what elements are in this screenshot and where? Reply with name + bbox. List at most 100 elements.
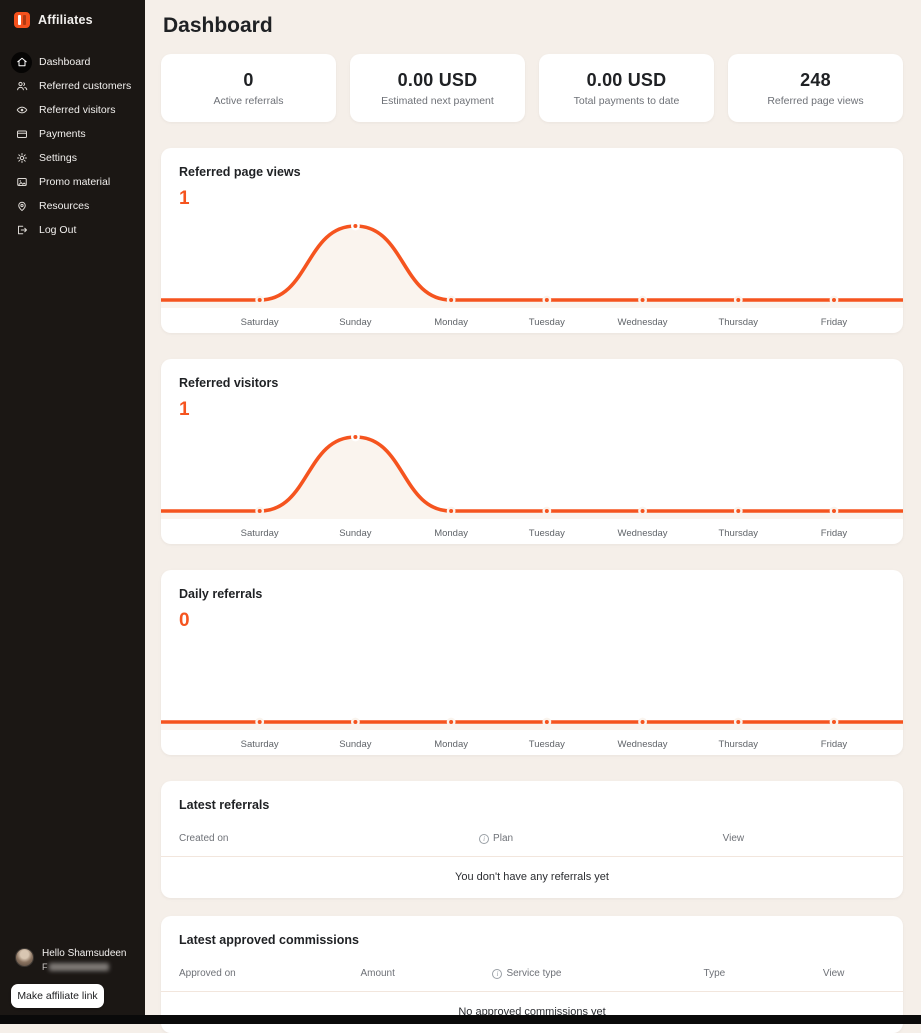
sidebar-item-promo-material[interactable]: Promo material bbox=[0, 170, 145, 194]
data-point bbox=[257, 509, 262, 513]
column-header-service-type: i Service type bbox=[492, 968, 561, 979]
sidebar-item-resources[interactable]: Resources bbox=[0, 194, 145, 218]
x-axis-label: Saturday bbox=[240, 317, 279, 328]
x-axis-label: Thursday bbox=[718, 739, 759, 750]
logout-icon bbox=[11, 220, 32, 241]
sidebar-item-referred-customers[interactable]: Referred customers bbox=[0, 74, 145, 98]
chart-title: Referred page views bbox=[179, 165, 301, 179]
column-header-amount: Amount bbox=[360, 968, 394, 979]
window-bottom-edge bbox=[0, 1015, 921, 1024]
chart-title: Daily referrals bbox=[179, 587, 263, 601]
data-point bbox=[640, 298, 645, 302]
stat-card-referred-page-views: 248 Referred page views bbox=[728, 54, 903, 122]
data-point bbox=[544, 720, 549, 724]
x-axis-labels: Saturday Sunday Monday Tuesday Wednesday Thur… bbox=[161, 519, 903, 544]
table-title: Latest referrals bbox=[179, 798, 270, 812]
data-point bbox=[736, 720, 741, 724]
column-header-created-on: Created on bbox=[179, 833, 228, 844]
area-chart bbox=[161, 717, 903, 730]
x-axis-label: Monday bbox=[434, 739, 469, 750]
stat-value: 248 bbox=[800, 69, 831, 90]
table-card-latest-approved-commissions: Latest approved commissions Approved on Am… bbox=[161, 916, 903, 1033]
brand-name: Affiliates bbox=[38, 13, 93, 27]
redacted-id bbox=[48, 963, 109, 972]
column-header-label: Created on bbox=[179, 833, 229, 844]
chart-max-value: 1 bbox=[179, 188, 190, 209]
user-greeting: Hello Shamsudeen bbox=[42, 947, 127, 959]
table-header-row: Created on i Plan View bbox=[179, 833, 885, 847]
chart-card-referred-visitors: Referred visitors 1 Saturday Sunday Monday Tu… bbox=[161, 359, 903, 544]
sidebar-item-label: Referred visitors bbox=[39, 104, 116, 116]
x-axis-label: Monday bbox=[434, 528, 469, 539]
column-header-view: View bbox=[823, 968, 845, 979]
chart-max-value: 0 bbox=[179, 610, 190, 631]
column-header-label: View bbox=[722, 833, 745, 844]
area-chart bbox=[161, 221, 903, 308]
table-divider bbox=[161, 991, 903, 992]
user-info: Hello Shamsudeen F bbox=[15, 942, 135, 973]
tables-section: Latest referrals Created on i Plan View You d… bbox=[161, 781, 903, 1033]
make-affiliate-link-button[interactable]: Make affiliate link bbox=[11, 984, 104, 1008]
data-point bbox=[831, 720, 836, 724]
column-header-approved-on: Approved on bbox=[179, 968, 236, 979]
table-header-row: Approved on Amount i Service type Type View bbox=[179, 968, 885, 982]
info-icon[interactable]: i bbox=[479, 833, 490, 844]
sidebar-nav: Dashboard Referred customers Referred visi… bbox=[0, 50, 145, 242]
data-point bbox=[544, 509, 549, 513]
column-header-label: View bbox=[822, 968, 845, 979]
sidebar-item-referred-visitors[interactable]: Referred visitors bbox=[0, 98, 145, 122]
data-point bbox=[831, 298, 836, 302]
data-point bbox=[736, 509, 741, 513]
stat-label: Total payments to date bbox=[573, 94, 680, 107]
data-point bbox=[449, 720, 454, 724]
stat-label: Referred page views bbox=[767, 94, 864, 107]
x-axis-label: Wednesday bbox=[617, 739, 668, 750]
charts-section: Referred page views 1 Saturday Sunday Monday… bbox=[161, 148, 903, 755]
sidebar-item-label: Payments bbox=[39, 128, 86, 140]
chart-max-value: 1 bbox=[179, 399, 190, 420]
x-axis-label: Friday bbox=[820, 528, 848, 539]
x-axis-label: Friday bbox=[820, 739, 848, 750]
x-axis-label: Tuesday bbox=[528, 739, 565, 750]
sidebar: Affiliates Dashboard Referred customers Re… bbox=[0, 0, 145, 1024]
data-point bbox=[544, 298, 549, 302]
sidebar-item-label: Log Out bbox=[39, 224, 77, 236]
sidebar-item-log-out[interactable]: Log Out bbox=[0, 218, 145, 242]
x-axis-label: Wednesday bbox=[617, 317, 668, 328]
data-point bbox=[736, 298, 741, 302]
chart-card-daily-referrals: Daily referrals 0 Saturday Sunday Monday Tues… bbox=[161, 570, 903, 755]
brand-logo-icon bbox=[14, 12, 30, 28]
data-point bbox=[353, 435, 358, 439]
x-axis-label: Tuesday bbox=[528, 528, 565, 539]
x-axis-label: Thursday bbox=[718, 317, 759, 328]
main-content: Dashboard 0 Active referrals 0.00 USD Estim… bbox=[145, 0, 921, 1033]
page-title: Dashboard bbox=[163, 14, 273, 37]
sidebar-item-payments[interactable]: Payments bbox=[0, 122, 145, 146]
stat-card-total-payments-to-date: 0.00 USD Total payments to date bbox=[539, 54, 714, 122]
credit-card-icon bbox=[11, 124, 32, 145]
sidebar-item-dashboard[interactable]: Dashboard bbox=[0, 50, 145, 74]
sidebar-item-label: Settings bbox=[39, 152, 77, 164]
x-axis-labels: Saturday Sunday Monday Tuesday Wednesday Thur… bbox=[161, 730, 903, 755]
x-axis-label: Saturday bbox=[240, 528, 279, 539]
x-axis-label: Sunday bbox=[339, 739, 372, 750]
x-axis-labels: Saturday Sunday Monday Tuesday Wednesday Thur… bbox=[161, 308, 903, 333]
eye-icon bbox=[11, 100, 32, 121]
column-header-label: Type bbox=[703, 968, 726, 979]
users-icon bbox=[11, 76, 32, 97]
info-icon[interactable]: i bbox=[492, 968, 503, 979]
stat-value: 0.00 USD bbox=[397, 69, 478, 90]
x-axis-label: Monday bbox=[434, 317, 469, 328]
data-point bbox=[640, 720, 645, 724]
sidebar-item-settings[interactable]: Settings bbox=[0, 146, 145, 170]
x-axis-label: Sunday bbox=[339, 317, 372, 328]
empty-state-message: No approved commissions yet bbox=[458, 1006, 606, 1018]
column-header-view: View bbox=[723, 833, 745, 844]
column-header-label: Service type bbox=[506, 968, 562, 979]
table-divider bbox=[161, 856, 903, 857]
data-point bbox=[449, 509, 454, 513]
x-axis-label: Sunday bbox=[339, 528, 372, 539]
map-pin-icon bbox=[11, 196, 32, 217]
data-point bbox=[640, 509, 645, 513]
